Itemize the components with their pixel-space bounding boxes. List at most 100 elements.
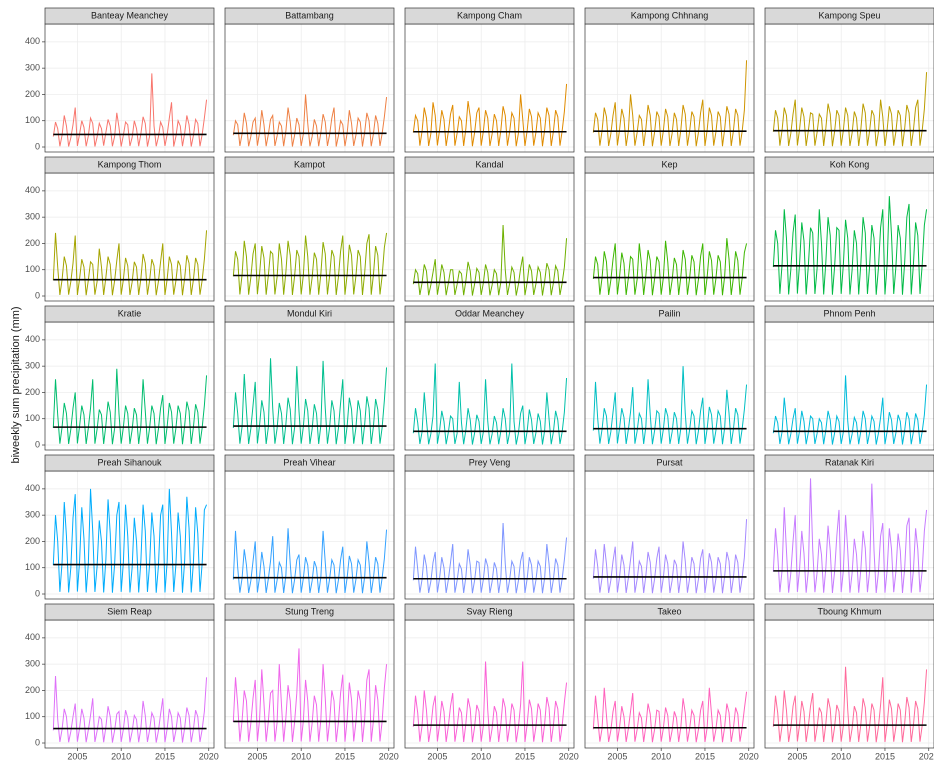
series-line — [412, 523, 568, 594]
y-axis-label: biweekly sum precipitation (mm) — [10, 306, 22, 463]
strip-label: Preah Vihear — [283, 457, 335, 467]
series-line — [412, 661, 568, 743]
series-line — [232, 528, 388, 594]
series-line — [232, 358, 388, 445]
strip-label: Stung Treng — [285, 606, 334, 616]
series-line — [772, 72, 928, 147]
panel-border — [584, 470, 755, 600]
strip-label: Kampong Cham — [457, 10, 522, 20]
panel-border — [584, 619, 755, 749]
series-line — [592, 366, 748, 445]
strip-label: Kampong Thom — [98, 159, 162, 169]
y-tick-label: 400 — [25, 185, 40, 195]
strip-label: Svay Rieng — [466, 606, 512, 616]
y-tick-label: 200 — [25, 238, 40, 248]
series-line — [592, 687, 748, 743]
y-tick-label: 0 — [35, 439, 40, 449]
series-line — [232, 648, 388, 743]
strip — [584, 603, 755, 621]
strip — [764, 7, 934, 25]
y-tick-label: 400 — [25, 483, 40, 493]
strip — [764, 603, 934, 621]
x-tick-label: 2005 — [607, 751, 627, 761]
strip — [44, 156, 215, 174]
x-tick-label: 2020 — [919, 751, 934, 761]
strip — [224, 603, 395, 621]
strip — [224, 156, 395, 174]
panel-border — [404, 23, 575, 153]
strip — [44, 305, 215, 323]
x-tick-label: 2005 — [787, 751, 807, 761]
x-tick-label: 2010 — [831, 751, 851, 761]
strip-label: Kandal — [475, 159, 503, 169]
series-line — [592, 60, 748, 147]
panel-border — [764, 23, 934, 153]
series-line — [232, 232, 388, 296]
strip-label: Koh Kong — [830, 159, 870, 169]
series-line — [52, 675, 208, 743]
series-line — [772, 375, 928, 445]
strip — [404, 603, 575, 621]
x-tick-label: 2015 — [335, 751, 355, 761]
series-line — [592, 519, 748, 594]
y-tick-label: 300 — [25, 63, 40, 73]
y-tick-label: 300 — [25, 212, 40, 222]
y-tick-label: 100 — [25, 115, 40, 125]
x-tick-label: 2010 — [291, 751, 311, 761]
strip — [404, 454, 575, 472]
panel-border — [584, 23, 755, 153]
series-line — [412, 83, 568, 147]
y-tick-label: 200 — [25, 89, 40, 99]
y-tick-label: 0 — [35, 141, 40, 151]
strip — [224, 305, 395, 323]
strip — [224, 454, 395, 472]
strip-label: Kampong Speu — [818, 10, 880, 20]
y-tick-label: 100 — [25, 562, 40, 572]
y-tick-label: 0 — [35, 737, 40, 747]
series-line — [52, 488, 208, 593]
strip-label: Kampong Chhnang — [631, 10, 709, 20]
series-line — [592, 238, 748, 296]
x-tick-label: 2010 — [111, 751, 131, 761]
strip — [44, 7, 215, 25]
strip-label: Pailin — [658, 308, 680, 318]
y-tick-label: 100 — [25, 413, 40, 423]
strip-label: Ratanak Kiri — [825, 457, 874, 467]
strip — [584, 454, 755, 472]
panel-border — [44, 23, 215, 153]
strip — [584, 305, 755, 323]
y-tick-label: 100 — [25, 264, 40, 274]
x-tick-label: 2005 — [247, 751, 267, 761]
series-line — [772, 666, 928, 743]
strip — [764, 454, 934, 472]
y-tick-label: 400 — [25, 632, 40, 642]
strip-label: Takeo — [657, 606, 681, 616]
x-tick-label: 2015 — [155, 751, 175, 761]
x-tick-label: 2005 — [67, 751, 87, 761]
strip — [224, 7, 395, 25]
strip — [44, 454, 215, 472]
strip-label: Tboung Khmum — [817, 606, 881, 616]
x-tick-label: 2015 — [695, 751, 715, 761]
y-tick-label: 300 — [25, 510, 40, 520]
x-tick-label: 2020 — [199, 751, 219, 761]
series-line — [232, 94, 388, 147]
series-line — [52, 368, 208, 445]
strip-label: Phnom Penh — [823, 308, 875, 318]
series-line — [52, 73, 208, 147]
y-tick-label: 200 — [25, 685, 40, 695]
strip — [404, 7, 575, 25]
series-line — [412, 363, 568, 445]
y-tick-label: 300 — [25, 659, 40, 669]
strip-label: Battambang — [285, 10, 334, 20]
x-tick-label: 2020 — [559, 751, 579, 761]
y-tick-label: 400 — [25, 36, 40, 46]
series-line — [412, 225, 568, 296]
x-tick-label: 2020 — [739, 751, 759, 761]
y-tick-label: 300 — [25, 361, 40, 371]
strip-label: Oddar Meanchey — [455, 308, 525, 318]
strip-label: Kep — [661, 159, 677, 169]
y-tick-label: 200 — [25, 387, 40, 397]
